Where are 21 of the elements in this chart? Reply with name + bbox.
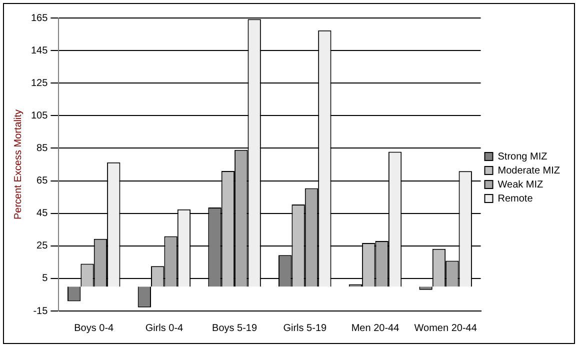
x-tick-label: Boys 5-19 (212, 322, 258, 334)
x-tick-label: Girls 5-19 (283, 322, 327, 334)
x-tick-label: Girls 0-4 (145, 322, 184, 334)
x-tick-label: Boys 0-4 (74, 322, 114, 334)
y-tick-label: -15 (33, 306, 48, 317)
y-tick-label: 105 (30, 110, 48, 122)
legend-label: Remote (498, 193, 534, 204)
y-tick-label: 85 (36, 142, 48, 154)
y-tick-label: 65 (36, 176, 48, 187)
y-tick-label: 125 (30, 78, 48, 89)
legend-label: Weak MIZ (498, 179, 544, 190)
x-tick-label: Men 20-44 (351, 322, 400, 334)
y-axis-title: Percent Excess Mortality (12, 109, 24, 220)
y-tick-label: 165 (30, 12, 48, 24)
x-tick-label: Women 20-44 (414, 322, 478, 334)
legend-label: Moderate MIZ (498, 165, 560, 176)
legend-label: Strong MIZ (498, 151, 548, 162)
y-tick-label: 5 (42, 273, 48, 284)
y-tick-label: 25 (36, 240, 48, 252)
y-tick-label: 145 (30, 45, 48, 56)
y-tick-label: 45 (36, 208, 48, 220)
